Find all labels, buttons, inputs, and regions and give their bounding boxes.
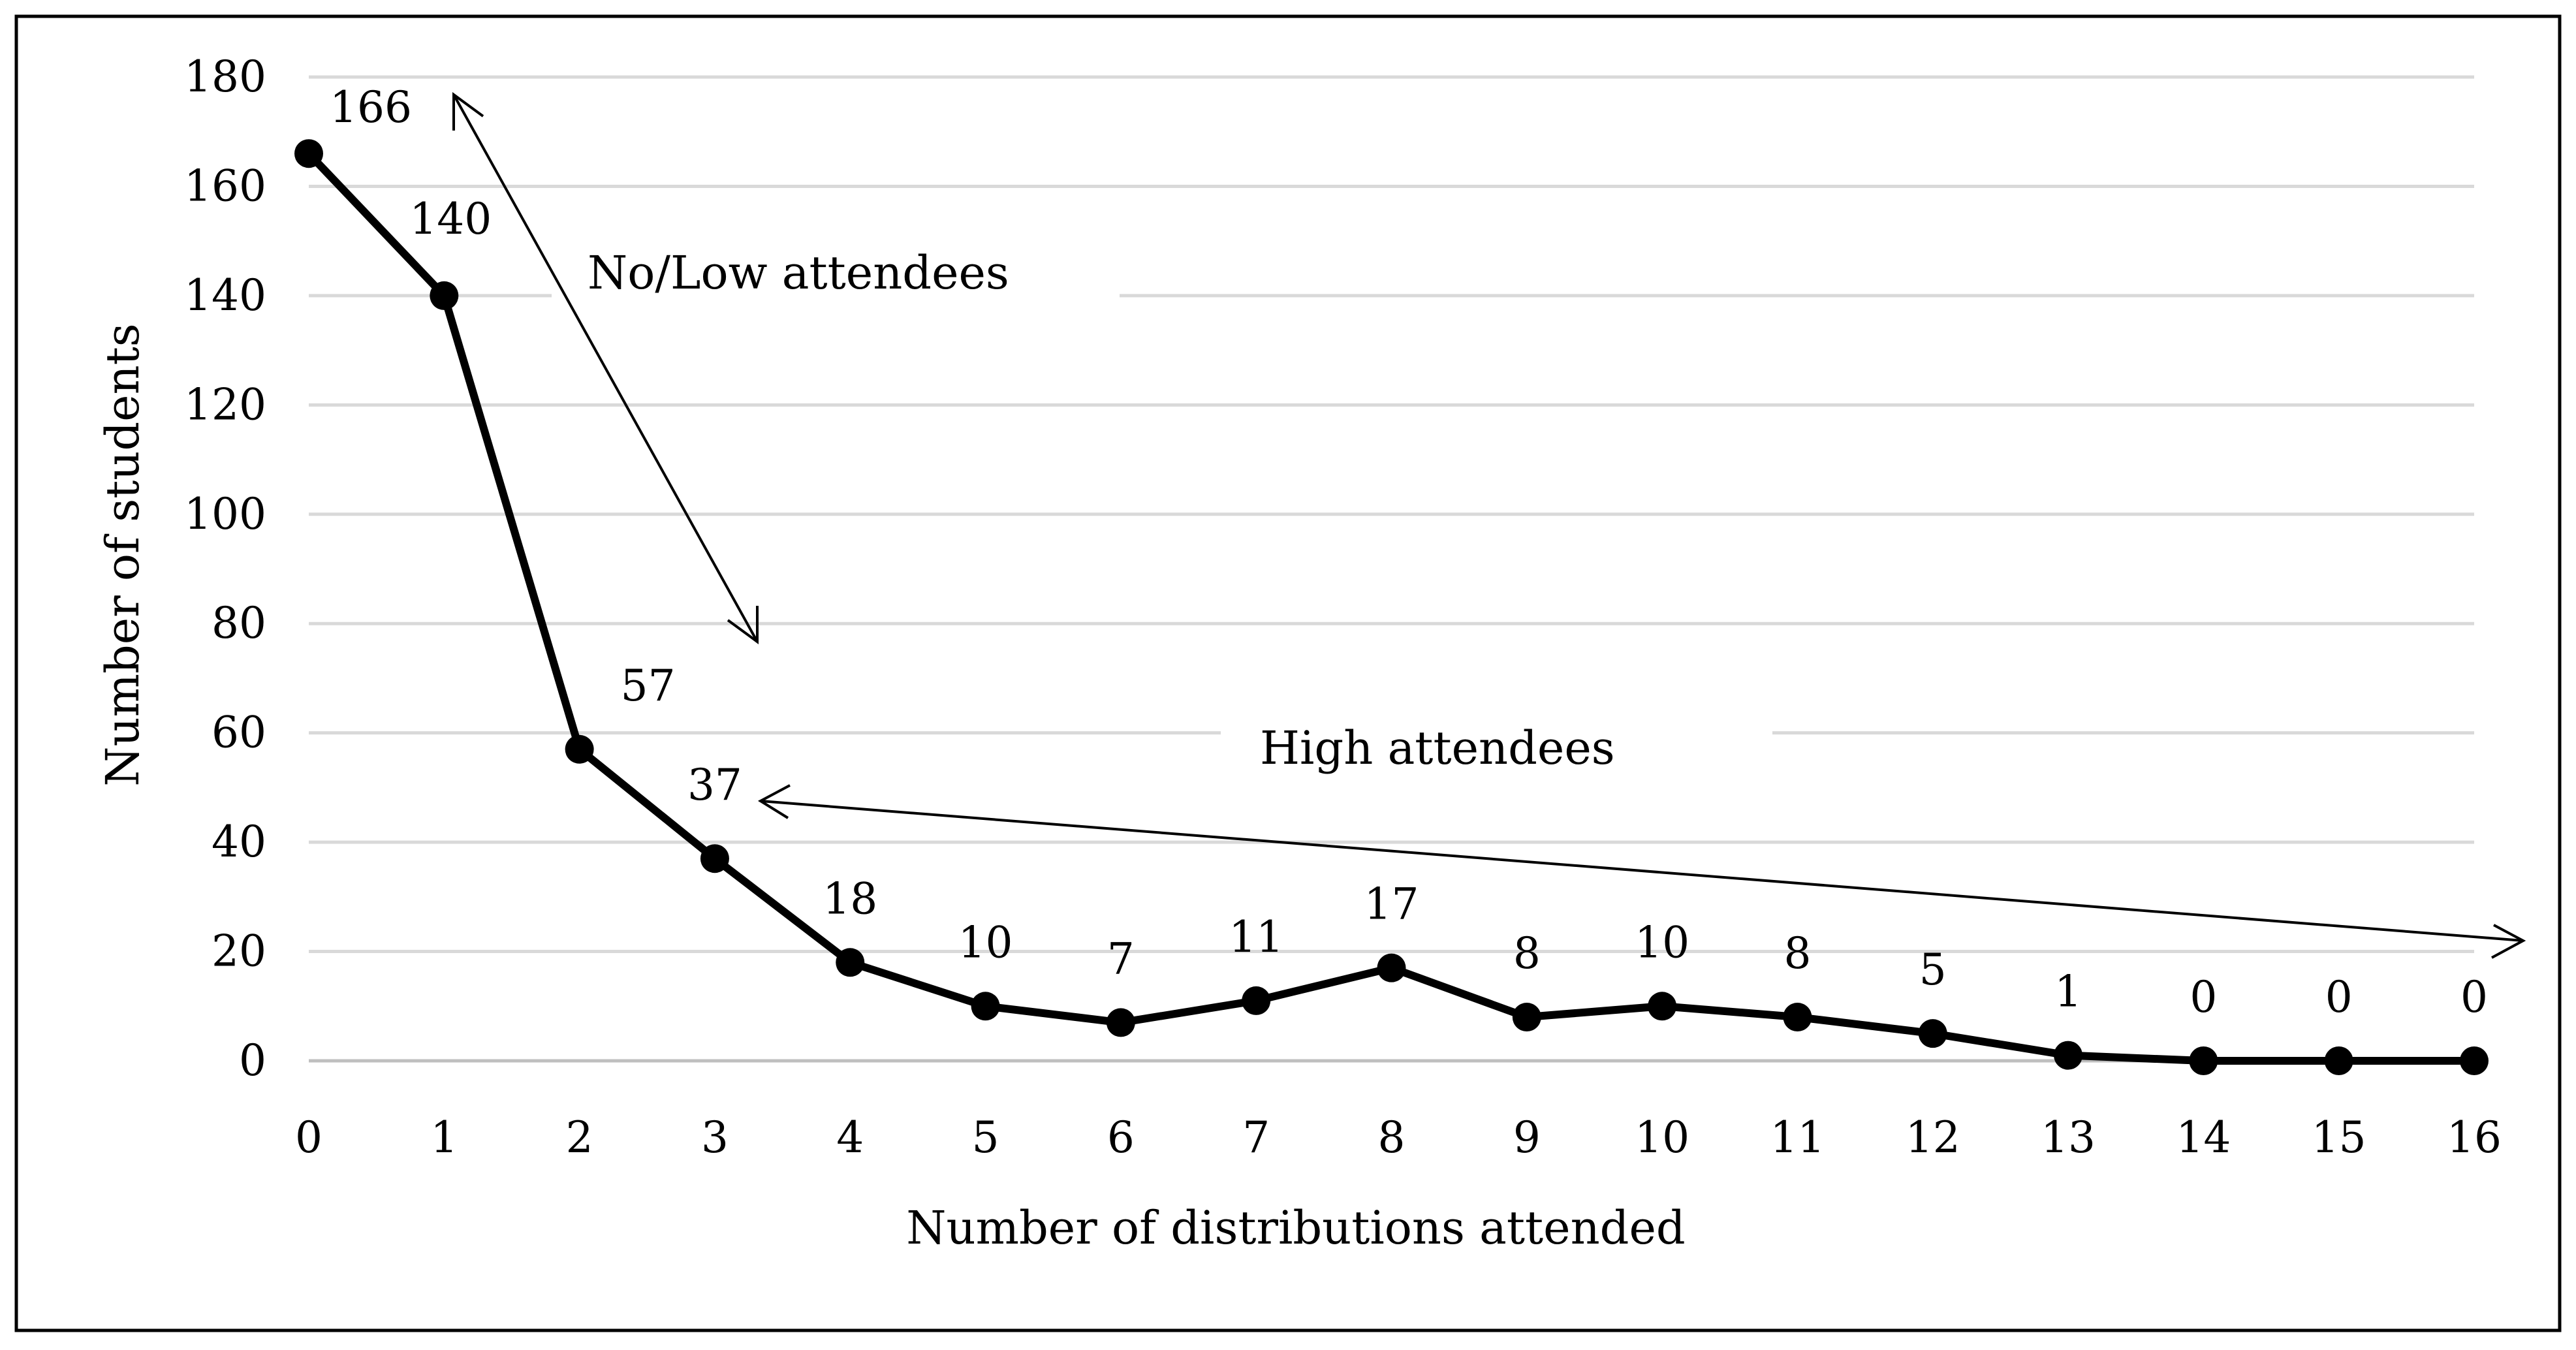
annotation-no-low-text: No/Low attendees [588,246,1009,300]
chart-border [14,14,2562,1332]
y-tick-label: 160 [184,161,266,211]
x-tick-label: 1 [430,1112,458,1163]
x-tick-label: 0 [295,1112,322,1163]
y-axis-ticks: 0 20 40 60 80 100 120 140 160 180 [184,52,266,1086]
arrow-high-shaft [760,800,2524,942]
y-tick-label: 180 [184,52,266,102]
data-point [1106,1008,1135,1037]
data-label: 5 [1919,945,1947,995]
data-point [971,992,1000,1021]
x-tick-label: 2 [566,1112,593,1163]
annotation-high: High attendees [757,715,2526,959]
data-point [1918,1019,1947,1048]
data-point [1512,1003,1541,1032]
y-tick-label: 140 [184,270,266,321]
data-point [430,281,459,310]
data-label: 17 [1364,879,1419,930]
arrow-high-head-left [757,784,791,819]
x-tick-label: 5 [972,1112,999,1163]
data-label: 0 [2460,972,2488,1022]
x-tick-label: 11 [1770,1112,1825,1163]
annotation-high-backdrop [1221,715,1772,793]
x-tick-label: 9 [1513,1112,1541,1163]
y-tick-label: 20 [212,926,266,977]
data-point [1648,992,1677,1021]
series-number-of-students [294,139,2489,1075]
data-label: 8 [1783,928,1811,979]
y-axis-title: Number of students [96,323,149,786]
x-tick-label: 6 [1107,1112,1135,1163]
data-label: 10 [1635,917,1689,967]
x-tick-label: 8 [1378,1112,1406,1163]
data-label: 57 [621,661,676,711]
x-tick-label: 4 [836,1112,864,1163]
x-tick-label: 14 [2176,1112,2231,1163]
data-point [2054,1041,2083,1070]
data-label: 8 [1513,928,1541,979]
data-point [836,948,865,977]
data-point [2324,1046,2353,1075]
arrow-no-low-shaft [452,94,759,642]
arrow-no-low-icon [452,92,759,644]
x-tick-label: 7 [1242,1112,1270,1163]
x-axis-ticks: 0 1 2 3 4 5 6 7 8 9 10 11 12 13 14 15 16 [295,1112,2502,1163]
arrow-no-low-head-top [452,92,484,131]
data-label: 166 [330,82,412,133]
x-tick-label: 3 [701,1112,729,1163]
x-tick-label: 15 [2312,1112,2366,1163]
arrow-high-head-right [2491,924,2526,959]
data-point [1242,986,1271,1015]
y-tick-label: 80 [212,598,266,648]
data-label: 37 [687,760,742,810]
y-tick-label: 0 [239,1035,266,1086]
data-point [1783,1003,1812,1032]
data-point [294,139,323,168]
data-label: 10 [958,917,1013,967]
data-label: 7 [1107,934,1135,984]
data-label: 0 [2190,972,2217,1022]
data-label: 140 [409,194,492,244]
data-point [565,734,594,764]
x-axis-title: Number of distributions attended [906,1201,1685,1255]
data-label: 11 [1229,912,1283,962]
data-label: 1 [2054,967,2082,1017]
data-point [2460,1046,2489,1075]
y-tick-label: 120 [184,379,266,430]
x-tick-label: 10 [1635,1112,1689,1163]
data-label: 18 [823,873,877,924]
annotation-no-low-backdrop [552,235,1120,313]
annotation-high-text: High attendees [1260,721,1615,775]
data-point [700,844,729,873]
arrow-high-icon [757,784,2526,959]
y-tick-label: 60 [212,708,266,758]
data-label: 0 [2325,972,2353,1022]
data-point [1377,953,1406,982]
arrow-no-low-head-bottom [727,606,759,644]
x-tick-label: 13 [2041,1112,2096,1163]
data-point [2189,1046,2218,1075]
annotation-no-low: No/Low attendees [452,92,1120,644]
y-tick-label: 40 [212,817,266,867]
x-tick-label: 16 [2447,1112,2502,1163]
x-tick-label: 12 [1906,1112,1960,1163]
y-tick-label: 100 [184,489,266,539]
